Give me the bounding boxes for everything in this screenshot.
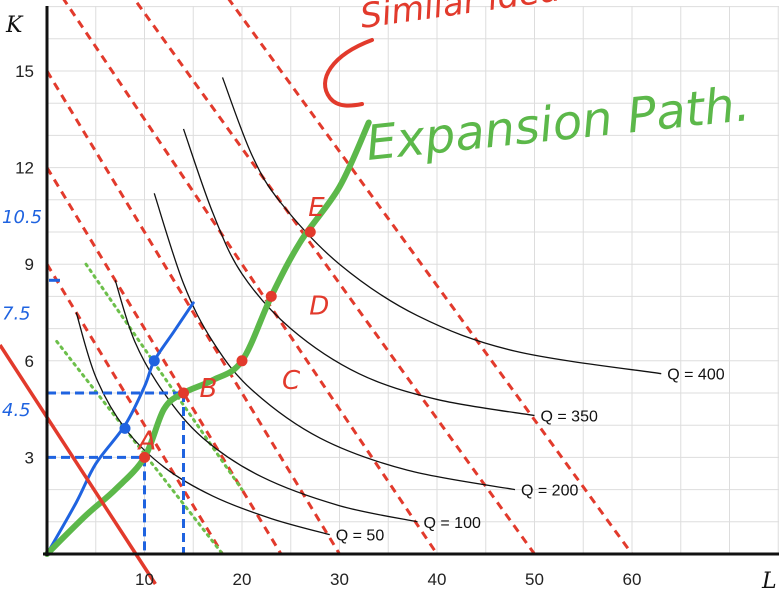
x-tick-label: 30 xyxy=(330,570,349,589)
blue-y-mark: 4.5 xyxy=(2,400,31,421)
annotations: Similar idea as E Expansion Path. 10.5 7.5 4… xyxy=(2,0,752,421)
isoquant-label: Q = 200 xyxy=(521,483,578,500)
grid xyxy=(47,6,779,554)
y-tick-label: 3 xyxy=(25,448,34,467)
point-label: C xyxy=(282,366,301,396)
marked-points: A B C D E xyxy=(119,193,329,463)
isoquant-label: Q = 350 xyxy=(541,409,598,426)
x-tick-label: 50 xyxy=(525,570,544,589)
isocost-line xyxy=(227,0,634,555)
isoquant-curve xyxy=(221,77,662,375)
expansion-path-label: Expansion Path. xyxy=(363,76,752,172)
isoquant-label: Q = 50 xyxy=(336,528,385,545)
top-note: Similar idea as E xyxy=(358,0,644,37)
y-tick-label: 9 xyxy=(25,255,34,274)
dotted-line xyxy=(55,339,224,556)
x-tick-label: 60 xyxy=(623,570,642,589)
isoquant-curve xyxy=(75,312,330,536)
budget-line-segment xyxy=(0,344,157,585)
point-marker xyxy=(119,422,131,434)
y-tick-label: 15 xyxy=(15,62,34,81)
isocost-line xyxy=(45,70,341,555)
guide-lines xyxy=(47,391,185,554)
isoquant-curve xyxy=(153,193,516,491)
blue-y-mark: 7.5 xyxy=(2,304,31,325)
point-marker xyxy=(304,226,316,238)
isoquant-curve xyxy=(114,280,418,523)
isoquant-curve xyxy=(182,128,535,417)
point-marker xyxy=(265,290,277,302)
point-marker xyxy=(148,355,160,367)
y-tick-label: 12 xyxy=(15,159,34,178)
tick-labels: 10 20 30 40 50 60 3 6 9 12 15 xyxy=(15,62,641,589)
axes xyxy=(43,6,779,556)
isoquant-label: Q = 400 xyxy=(667,367,724,384)
isocost-line xyxy=(45,166,283,555)
blue-path xyxy=(45,301,195,556)
bracket-mark xyxy=(323,38,374,108)
point-marker xyxy=(139,451,150,463)
y-axis-title: K xyxy=(5,13,24,38)
budget-line xyxy=(0,344,157,585)
blue-path-line xyxy=(45,301,195,556)
x-axis-title: L xyxy=(761,569,777,594)
isoquant-curves: Q = 50 Q = 100 Q = 200 Q = 350 Q = 400 xyxy=(75,77,725,545)
dotted-lines xyxy=(55,262,244,556)
point-marker xyxy=(236,355,248,367)
x-tick-label: 20 xyxy=(233,570,252,589)
point-label: A xyxy=(137,426,157,456)
isoquant-label: Q = 100 xyxy=(424,515,481,532)
point-marker xyxy=(178,387,189,399)
y-tick-label: 6 xyxy=(25,352,34,371)
point-label: D xyxy=(309,291,329,321)
blue-y-mark: 10.5 xyxy=(2,207,42,228)
isocost-line xyxy=(62,0,439,555)
x-tick-label: 10 xyxy=(135,570,154,589)
point-label: E xyxy=(308,193,325,223)
point-label: B xyxy=(200,374,218,404)
x-tick-label: 40 xyxy=(428,570,447,589)
